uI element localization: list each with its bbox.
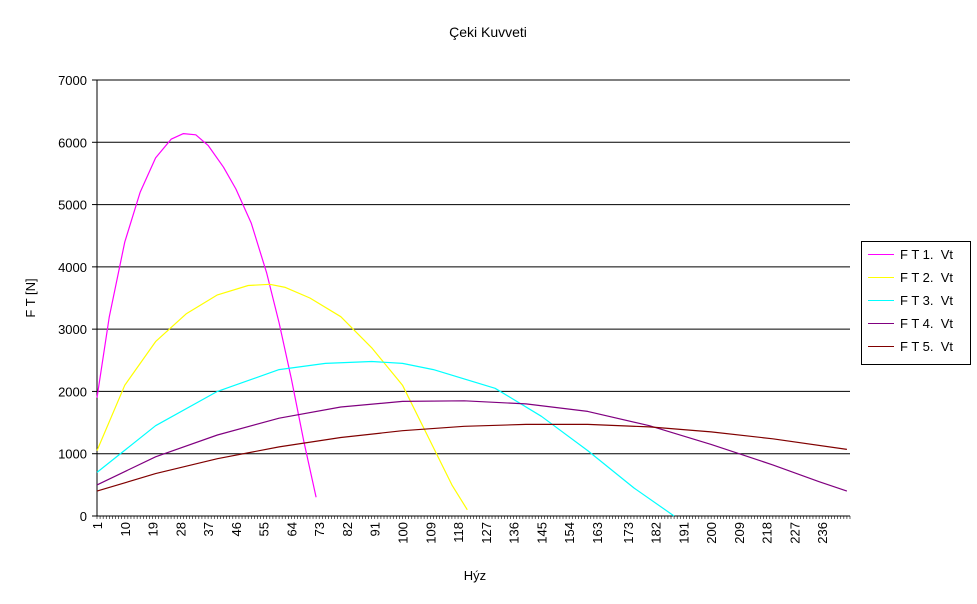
legend-item-5: F T 5. Vt [862, 337, 970, 357]
series-line-2 [96, 283, 468, 511]
x-tick-label-21: 191 [676, 522, 691, 544]
series-line-4 [96, 400, 848, 492]
x-tick-label-3: 28 [173, 522, 188, 536]
x-tick-label-26: 236 [815, 522, 830, 544]
legend-item-3: F T 3. Vt [862, 291, 970, 311]
x-tick-label-13: 118 [451, 522, 466, 543]
legend-item-1: F T 1. Vt [862, 245, 970, 265]
legend-swatch-2 [868, 277, 894, 278]
x-tick-label-0: 1 [90, 522, 105, 529]
legend-swatch-5 [868, 346, 894, 347]
x-tick-label-20: 182 [649, 522, 664, 544]
y-tick-label-5: 5000 [58, 198, 87, 213]
y-tick-label-1: 1000 [58, 447, 87, 462]
legend: F T 1. Vt F T 2. Vt F T 3. Vt F T 4. Vt F T … [861, 241, 971, 365]
x-tick-label-7: 64 [284, 522, 299, 536]
x-tick-label-24: 218 [760, 522, 775, 544]
x-tick-label-16: 145 [534, 522, 549, 544]
x-tick-label-2: 19 [146, 522, 161, 536]
y-tick-label-2: 2000 [58, 384, 87, 399]
y-tick-label-6: 6000 [58, 135, 87, 150]
x-axis-label: Hýz [464, 568, 486, 583]
legend-label-1: F T 1. Vt [900, 247, 953, 262]
series-lines [96, 133, 848, 517]
x-tick-label-11: 100 [396, 522, 411, 544]
x-tick-label-19: 173 [621, 522, 636, 544]
series-line-5 [96, 423, 847, 492]
y-tick-label-7: 7000 [58, 73, 87, 88]
x-tick-label-10: 91 [368, 522, 383, 536]
legend-label-4: F T 4. Vt [900, 316, 953, 331]
x-tick-label-23: 209 [732, 522, 747, 544]
legend-swatch-3 [868, 300, 894, 301]
legend-swatch-4 [868, 323, 894, 324]
x-tick-label-12: 109 [423, 522, 438, 544]
legend-item-2: F T 2. Vt [862, 268, 970, 288]
grid-lines [97, 79, 850, 455]
x-tick-label-15: 136 [507, 522, 522, 544]
x-tick-label-9: 82 [340, 522, 355, 536]
x-tick-label-17: 154 [562, 522, 577, 544]
y-axis-label: F T [N] [23, 278, 38, 317]
chart-title: Çeki Kuvveti [449, 24, 527, 40]
x-tick-label-8: 73 [312, 522, 327, 536]
y-tick-label-0: 0 [80, 509, 87, 524]
x-tick-labels: 1 10 19 28 37 46 55 64 73 82 91 100 109 118 127 136 145 1… [90, 522, 830, 544]
x-tick-label-1: 10 [118, 522, 133, 536]
x-tick-label-6: 55 [257, 522, 272, 536]
legend-label-3: F T 3. Vt [900, 293, 953, 308]
y-tick-labels: 0 1000 2000 3000 4000 5000 6000 7000 [58, 73, 87, 524]
legend-swatch-1 [868, 254, 894, 255]
x-tick-label-18: 163 [590, 522, 605, 544]
x-tick-label-14: 127 [479, 522, 494, 544]
y-tick-label-4: 4000 [58, 260, 87, 275]
legend-item-4: F T 4. Vt [862, 314, 970, 334]
axes [92, 79, 851, 519]
legend-label-2: F T 2. Vt [900, 270, 953, 285]
x-tick-label-22: 200 [704, 522, 719, 544]
y-tick-label-3: 3000 [58, 322, 87, 337]
legend-label-5: F T 5. Vt [900, 339, 953, 354]
x-tick-label-5: 46 [229, 522, 244, 536]
x-tick-label-4: 37 [201, 522, 216, 536]
x-tick-label-25: 227 [787, 522, 802, 544]
series-line-1 [96, 133, 317, 498]
series-line-3 [96, 360, 675, 517]
